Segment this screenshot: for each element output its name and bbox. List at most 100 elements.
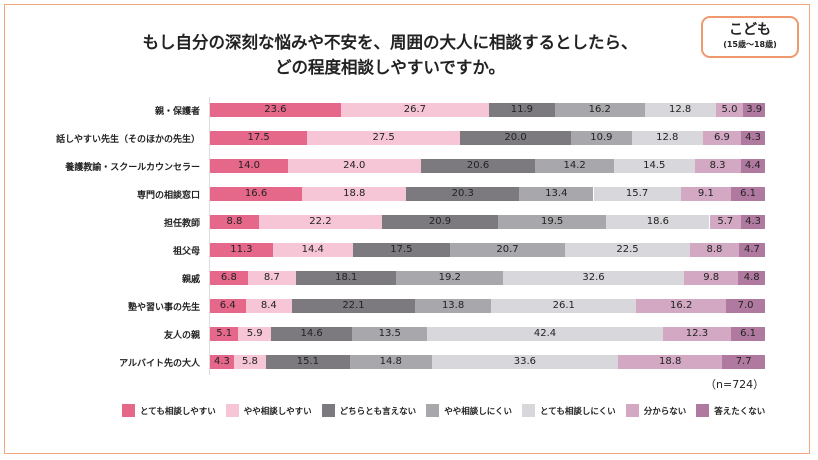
bar-segment: 4.3 [741,215,765,229]
bar-segment: 6.1 [731,187,765,201]
category-label: 親・保護者 [154,107,200,117]
bar-segment: 20.0 [460,131,572,145]
bar-segment: 4.3 [210,355,234,369]
bar-segment: 4.3 [741,131,765,145]
bar-segment: 8.4 [245,299,293,313]
bar-segment: 32.6 [503,271,684,285]
bar-segment: 17.5 [352,243,450,257]
bar-segment: 20.7 [450,243,565,257]
bar-segment: 22.2 [258,215,383,229]
title-line-1: もし自分の深刻な悩みや不安を、周囲の大人に相談するとしたら、 [142,33,638,52]
legend-swatch [522,404,536,417]
bar-segment: 14.0 [210,159,288,173]
bar-segment: 9.1 [680,187,732,201]
bar-segment: 27.5 [307,131,460,145]
bar-segment: 8.3 [694,159,741,173]
bar-segment: 14.5 [614,159,695,173]
bar-segment: 15.7 [593,187,681,201]
bar-segment: 16.2 [636,299,727,313]
bar-segment: 7.0 [726,299,765,313]
bar-segment: 5.0 [715,103,744,117]
legend-label: とても相談しにくい [540,406,616,417]
category-label: 担任教師 [163,219,200,229]
bar-segment: 15.1 [265,355,350,369]
category-label: 親戚 [181,275,200,285]
chart-frame [4,4,810,454]
bar-segment: 11.3 [210,243,273,257]
legend-label: とても相談しやすい [140,406,216,417]
legend-swatch [426,404,440,417]
bar-segment: 22.1 [292,299,415,313]
bar-segment: 12.3 [662,327,732,341]
bar-segment: 18.1 [296,271,397,285]
bar-segment: 5.8 [233,355,266,369]
bar-segment: 26.1 [491,299,637,313]
bar-segment: 22.5 [565,243,690,257]
title-line-2: どの程度相談しやすいですか。 [274,58,505,77]
legend-swatch [625,404,639,417]
bar-segment: 16.6 [210,187,303,201]
legend: とても相談しやすい やや相談しやすい どちらとも言えない やや相談しにくい とても相談し… [122,404,775,417]
bar-segment: 13.8 [414,299,492,313]
bar-segment: 14.2 [535,159,615,173]
bar-segment: 18.8 [618,355,723,369]
legend-item: 分からない [625,404,687,417]
bar-segment: 17.5 [210,131,308,145]
category-label: アルバイト先の大人 [119,359,200,369]
legend-label: 答えたくない [714,406,766,417]
bar-segment: 14.4 [272,243,353,257]
category-label: 養護教諭・スクールカウンセラー [65,163,200,173]
bar-segment: 5.7 [709,215,742,229]
legend-item: とても相談しやすい [122,404,216,417]
category-label: 友人の親 [163,331,200,341]
bar-segment: 10.9 [571,131,632,145]
bar-segment: 8.8 [210,215,259,229]
legend-swatch [321,404,335,417]
age-group-badge: こども (15歳～18歳) [701,16,799,58]
legend-item: どちらとも言えない [321,404,417,417]
category-label: 塾や習い事の先生 [127,303,200,313]
legend-label: やや相談しにくい [444,406,513,417]
bar-segment: 20.3 [406,187,520,201]
bar-segment: 20.9 [382,215,499,229]
bar-segment: 18.6 [606,215,710,229]
legend-item: とても相談しにくい [522,404,616,417]
bar-segment: 6.8 [210,271,248,285]
bar-segment: 6.9 [702,131,742,145]
bar-segment: 12.8 [631,131,703,145]
bar-segment: 14.8 [349,355,432,369]
bar-segment: 23.6 [210,103,341,117]
badge-sub: (15歳～18歳) [723,40,777,49]
bar-segment: 8.8 [690,243,739,257]
badge-label: こども [729,22,771,38]
bar-segment: 11.9 [488,103,555,117]
legend-swatch [225,404,239,417]
bar-segment: 9.8 [683,271,739,285]
category-label: 話しやすい先生（そのほかの先生） [56,135,200,145]
bar-segment: 6.4 [210,299,246,313]
bar-segment: 3.9 [743,103,765,117]
bar-segment: 13.4 [519,187,594,201]
category-label: 祖父母 [172,247,200,257]
bar-segment: 4.8 [738,271,765,285]
bar-segment: 18.8 [302,187,407,201]
bar-segment: 8.7 [247,271,297,285]
bar-segment: 26.7 [340,103,489,117]
category-label: 専門の相談窓口 [136,191,200,201]
bar-segment: 19.2 [396,271,504,285]
bar-segment: 13.5 [352,327,428,341]
bar-segment: 24.0 [287,159,421,173]
legend-item: やや相談しやすい [225,404,312,417]
bar-segment: 7.7 [722,355,765,369]
legend-item: 答えたくない [696,404,765,417]
legend-label: どちらとも言えない [339,406,417,417]
legend-label: 分からない [643,406,687,417]
legend-item: やや相談しにくい [426,404,512,417]
chart-title: もし自分の深刻な悩みや不安を、周囲の大人に相談するとしたら、 どの程度相談しやす… [100,30,680,80]
bar-segment: 16.2 [554,103,645,117]
bar-segment: 5.9 [238,327,272,341]
bar-segment: 14.6 [271,327,353,341]
bar-segment: 12.8 [644,103,716,117]
legend-swatch [696,404,710,417]
bar-segment: 19.5 [498,215,607,229]
